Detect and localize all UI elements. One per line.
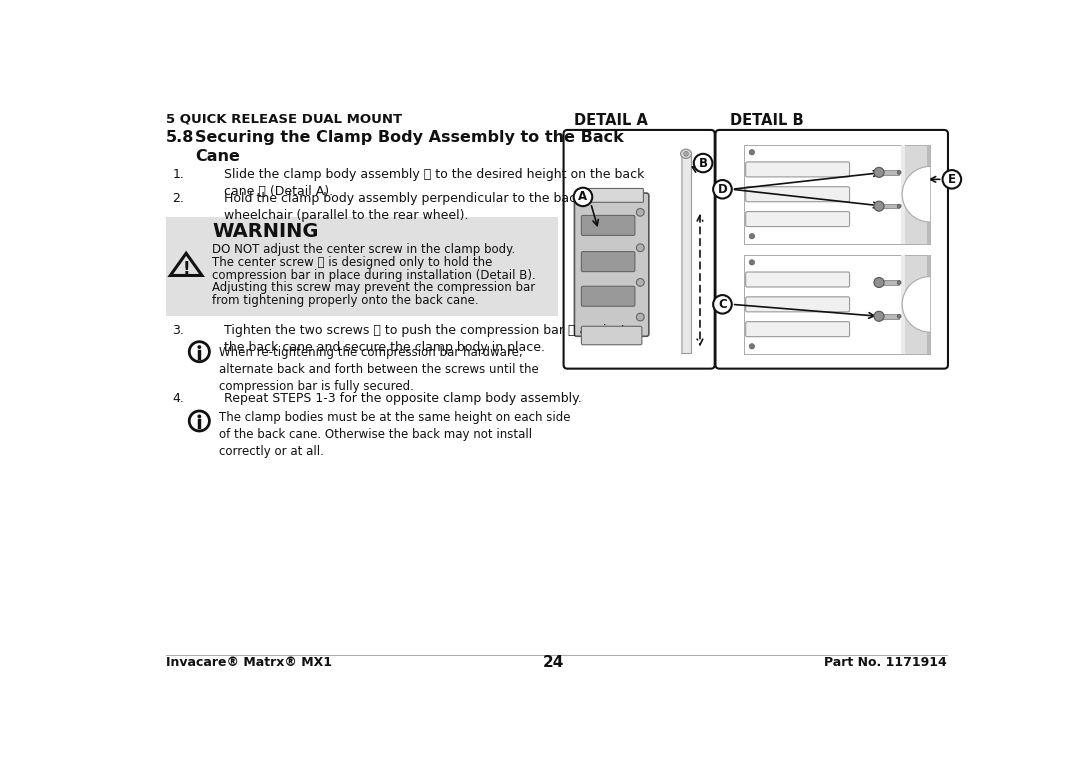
Circle shape: [636, 313, 644, 321]
Text: WARNING: WARNING: [213, 222, 319, 241]
Wedge shape: [902, 166, 930, 222]
Circle shape: [750, 233, 755, 239]
Circle shape: [198, 345, 201, 349]
FancyBboxPatch shape: [564, 130, 715, 369]
FancyBboxPatch shape: [581, 287, 635, 306]
FancyBboxPatch shape: [581, 326, 642, 344]
Circle shape: [897, 315, 901, 319]
Text: DO NOT adjust the center screw in the clamp body.: DO NOT adjust the center screw in the cl…: [213, 243, 516, 256]
Circle shape: [684, 152, 688, 156]
FancyBboxPatch shape: [580, 188, 644, 203]
Circle shape: [874, 168, 885, 178]
Text: Hold the clamp body assembly perpendicular to the back of the
wheelchair (parall: Hold the clamp body assembly perpendicul…: [225, 192, 624, 223]
Text: DETAIL A: DETAIL A: [575, 113, 648, 128]
Text: 4.: 4.: [172, 392, 184, 405]
Text: The clamp bodies must be at the same height on each side
of the back cane. Other: The clamp bodies must be at the same hei…: [218, 411, 570, 458]
Text: Securing the Clamp Body Assembly to the Back
Cane: Securing the Clamp Body Assembly to the …: [195, 130, 624, 164]
Circle shape: [750, 344, 755, 349]
Text: D: D: [717, 183, 727, 196]
Bar: [680, 154, 691, 354]
Text: 1.: 1.: [172, 168, 184, 181]
Bar: [901, 255, 905, 354]
Bar: [879, 280, 900, 285]
Text: Slide the clamp body assembly Ⓐ to the desired height on the back
cane Ⓑ (Detail: Slide the clamp body assembly Ⓐ to the d…: [225, 168, 645, 198]
Circle shape: [713, 180, 732, 199]
Wedge shape: [902, 277, 930, 332]
Text: 24: 24: [543, 655, 564, 671]
Text: compression bar in place during installation (Detail B).: compression bar in place during installa…: [213, 268, 537, 281]
Circle shape: [874, 311, 885, 322]
Text: When re-tightening the compression bar hardware,
alternate back and forth betwee: When re-tightening the compression bar h…: [218, 345, 539, 392]
Text: Adjusting this screw may prevent the compression bar: Adjusting this screw may prevent the com…: [213, 281, 536, 294]
Bar: [901, 145, 905, 244]
FancyBboxPatch shape: [745, 272, 850, 287]
Circle shape: [636, 279, 644, 287]
FancyBboxPatch shape: [575, 193, 649, 336]
Bar: [879, 204, 900, 209]
Text: 2.: 2.: [172, 192, 184, 205]
Circle shape: [750, 149, 755, 155]
Circle shape: [750, 260, 755, 265]
Ellipse shape: [680, 149, 691, 158]
Text: 5 QUICK RELEASE DUAL MOUNT: 5 QUICK RELEASE DUAL MOUNT: [166, 113, 402, 126]
Text: C: C: [718, 298, 727, 311]
Text: 5.8: 5.8: [166, 130, 194, 145]
Circle shape: [897, 280, 901, 284]
Circle shape: [573, 187, 592, 207]
Bar: [927, 145, 930, 244]
FancyBboxPatch shape: [166, 217, 558, 315]
Bar: [901, 145, 930, 244]
FancyBboxPatch shape: [745, 297, 850, 312]
Circle shape: [874, 277, 885, 287]
Text: Invacare® Matrx® MX1: Invacare® Matrx® MX1: [166, 656, 332, 669]
FancyBboxPatch shape: [745, 322, 850, 337]
Text: !: !: [183, 261, 190, 278]
Text: A: A: [579, 190, 588, 203]
Bar: [879, 314, 900, 319]
Text: Repeat STEPS 1-3 for the opposite clamp body assembly.: Repeat STEPS 1-3 for the opposite clamp …: [225, 392, 582, 405]
Circle shape: [897, 171, 901, 174]
Bar: [927, 255, 930, 354]
Circle shape: [198, 415, 201, 418]
Circle shape: [713, 295, 732, 314]
Circle shape: [943, 170, 961, 188]
Text: E: E: [948, 173, 956, 186]
FancyBboxPatch shape: [745, 212, 850, 226]
FancyBboxPatch shape: [745, 187, 850, 202]
FancyBboxPatch shape: [581, 251, 635, 271]
Text: Part No. 1171914: Part No. 1171914: [824, 656, 947, 669]
Text: Tighten the two screws Ⓓ to push the compression bar Ⓔ against
the back cane and: Tighten the two screws Ⓓ to push the com…: [225, 324, 626, 354]
FancyBboxPatch shape: [745, 162, 850, 177]
Bar: [879, 170, 900, 174]
FancyBboxPatch shape: [744, 255, 930, 354]
Circle shape: [897, 204, 901, 208]
Text: DETAIL B: DETAIL B: [730, 113, 804, 128]
Bar: [680, 154, 683, 354]
FancyBboxPatch shape: [744, 145, 930, 244]
Text: from tightening properly onto the back cane.: from tightening properly onto the back c…: [213, 294, 480, 307]
Text: 3.: 3.: [172, 324, 184, 337]
Text: B: B: [699, 156, 707, 170]
Circle shape: [693, 154, 713, 172]
Circle shape: [636, 209, 644, 216]
Text: The center screw Ⓒ is designed only to hold the: The center screw Ⓒ is designed only to h…: [213, 256, 492, 269]
FancyBboxPatch shape: [715, 130, 948, 369]
FancyBboxPatch shape: [581, 216, 635, 235]
Bar: [901, 255, 930, 354]
Circle shape: [636, 244, 644, 251]
Circle shape: [874, 201, 885, 211]
